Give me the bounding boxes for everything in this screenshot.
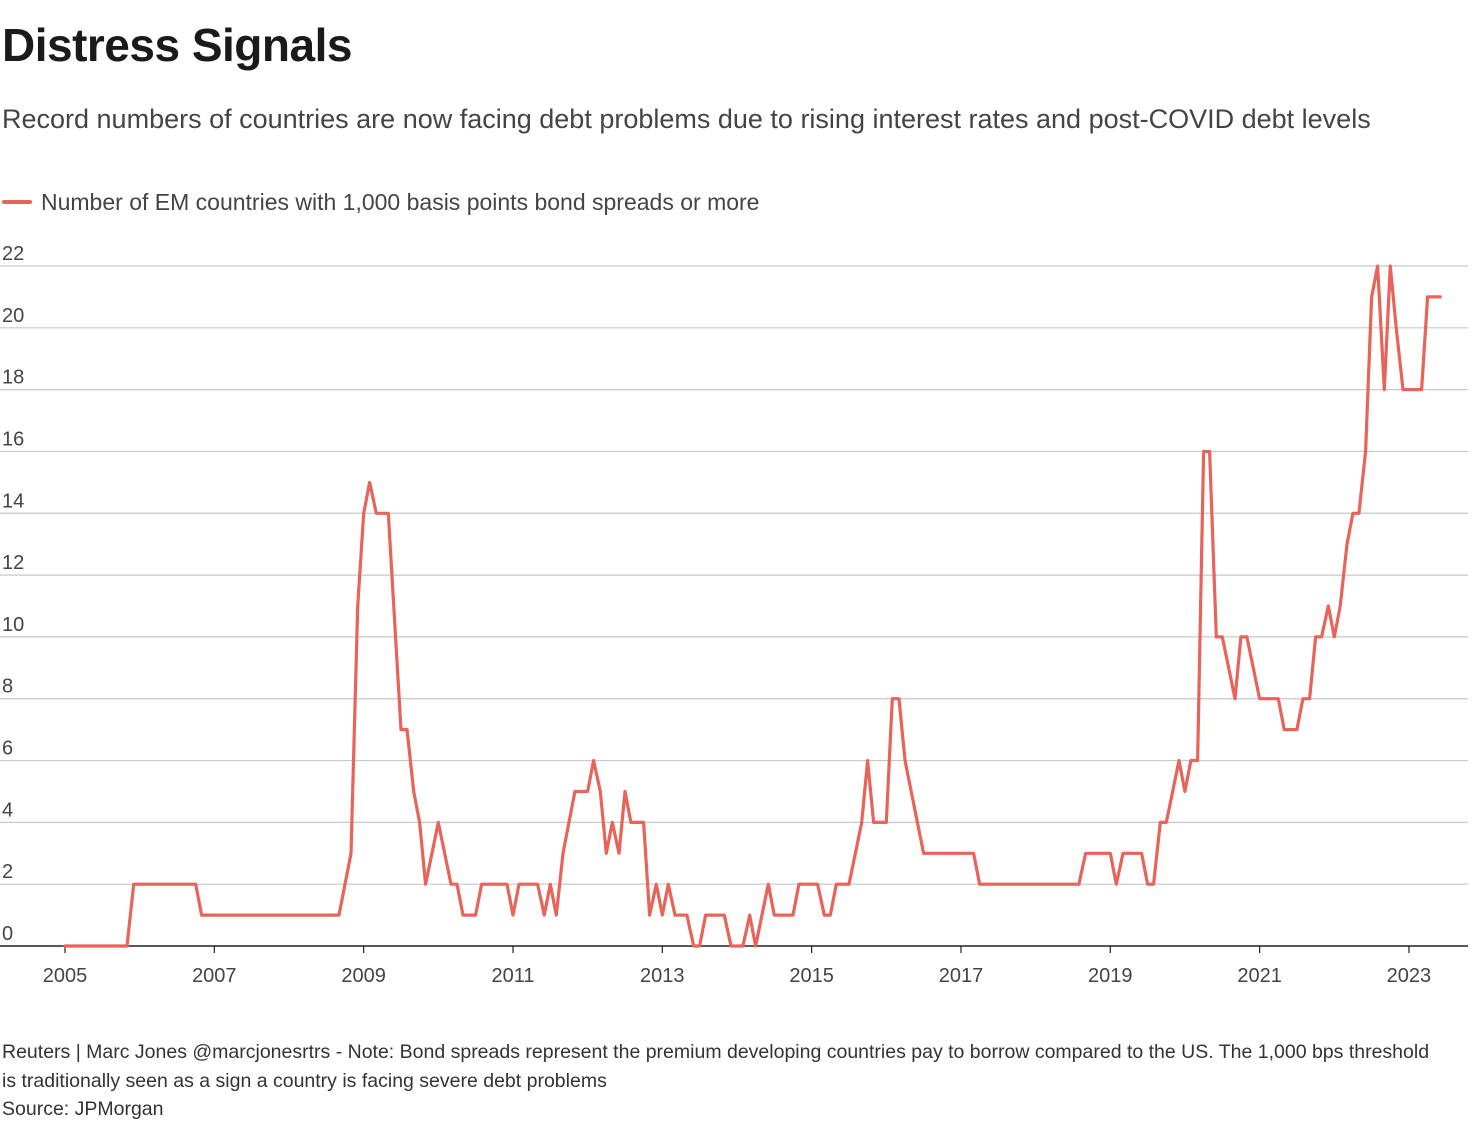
line-chart: 0 2 4 6 8 10 12 14 16 18 20 22 2005 2007 2009 2011 2013 2… (0, 243, 1468, 987)
series-line (63, 264, 1442, 948)
footer-note: Reuters | Marc Jones @marcjonesrtrs - No… (2, 1041, 1430, 1092)
x-tick-label: 2023 (1387, 965, 1432, 987)
legend-label: Number of EM countries with 1,000 basis … (41, 188, 760, 215)
legend-line-swatch (2, 200, 32, 204)
x-tick-label: 2019 (1088, 965, 1133, 987)
source-note: Source: JPMorgan (2, 1098, 164, 1120)
y-tick-label: 10 (2, 614, 24, 636)
y-tick-label: 22 (2, 243, 24, 265)
y-tick-label: 8 (2, 676, 13, 698)
x-tick-label: 2007 (192, 965, 237, 987)
legend: Number of EM countries with 1,000 basis … (2, 186, 759, 218)
chart-title: Distress Signals (2, 19, 352, 71)
y-tick-label: 0 (2, 923, 13, 945)
x-tick-label: 2009 (341, 965, 386, 987)
x-tick-label: 2015 (789, 965, 834, 987)
x-tick-label: 2005 (43, 965, 88, 987)
y-tick-label: 16 (2, 428, 24, 450)
x-tick-label: 2011 (491, 965, 534, 987)
x-tick-label: 2017 (939, 965, 984, 987)
chart-subtitle: Record numbers of countries are now faci… (2, 104, 1371, 134)
y-tick-label: 2 (2, 861, 13, 883)
y-tick-label: 18 (2, 367, 24, 389)
y-tick-label: 4 (2, 799, 13, 821)
x-tick-label: 2013 (640, 965, 685, 987)
x-tick-label: 2021 (1237, 965, 1282, 987)
y-tick-label: 14 (2, 490, 24, 512)
y-tick-label: 12 (2, 552, 24, 574)
y-tick-label: 20 (2, 305, 24, 327)
y-tick-label: 6 (2, 738, 13, 760)
